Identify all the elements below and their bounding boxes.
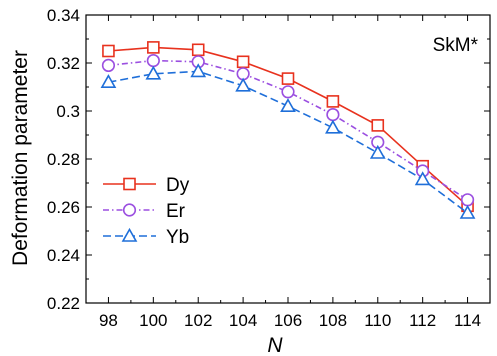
legend-entry-dy: Dy [103,175,190,196]
x-tick-label: 110 [364,311,391,330]
data-point-dy [281,72,295,85]
legend-label: Yb [166,227,189,248]
legend-label: Er [166,201,186,222]
data-point-dy [147,41,160,54]
data-point-er [146,53,160,68]
data-point-er [460,193,475,207]
y-tick-label: 0.22 [47,294,80,313]
legend-entry-yb: Yb [103,227,189,248]
data-point-yb [414,171,431,186]
x-axis-title: N [267,334,283,356]
x-tick-label: 112 [409,311,436,330]
legend-label: Dy [166,175,190,196]
x-tick-label: 114 [454,311,481,330]
legend-marker [121,227,138,242]
x-tick-label: 100 [139,311,167,330]
legend-entry-er: Er [103,201,186,222]
y-tick-label: 0.34 [47,6,80,25]
data-point-yb [100,74,117,88]
x-tick-label: 108 [319,311,347,330]
model-annotation: SkM* [433,35,479,56]
y-tick-label: 0.3 [56,102,80,121]
data-point-dy [371,119,385,132]
data-point-dy [236,55,250,69]
data-point-yb [369,144,386,159]
data-point-er [101,58,116,73]
y-tick-label: 0.28 [47,150,80,169]
x-tick-label: 106 [274,311,302,330]
plot-frame [85,14,491,304]
series-dy [102,41,474,213]
x-tick-label: 104 [229,311,257,330]
data-point-yb [235,77,251,92]
x-tick-label: 98 [99,311,118,330]
data-point-yb [145,65,162,80]
legend-marker [123,177,136,191]
data-point-dy [326,95,340,108]
data-point-dy [191,43,205,57]
data-point-yb [459,204,476,219]
series-yb [100,63,476,219]
data-point-dy [102,44,115,58]
data-point-yb [280,98,296,112]
data-point-er [281,85,295,99]
series-line-dy [108,46,469,207]
y-tick-label: 0.26 [47,198,80,217]
legend-marker [122,203,137,217]
y-tick-label: 0.32 [47,54,80,73]
y-tick-label: 0.24 [47,246,80,265]
data-point-yb [190,63,207,78]
data-point-er [326,107,340,122]
data-point-yb [325,119,341,134]
x-tick-label: 102 [184,311,212,330]
y-axis-title: Deformation parameter [9,50,32,266]
